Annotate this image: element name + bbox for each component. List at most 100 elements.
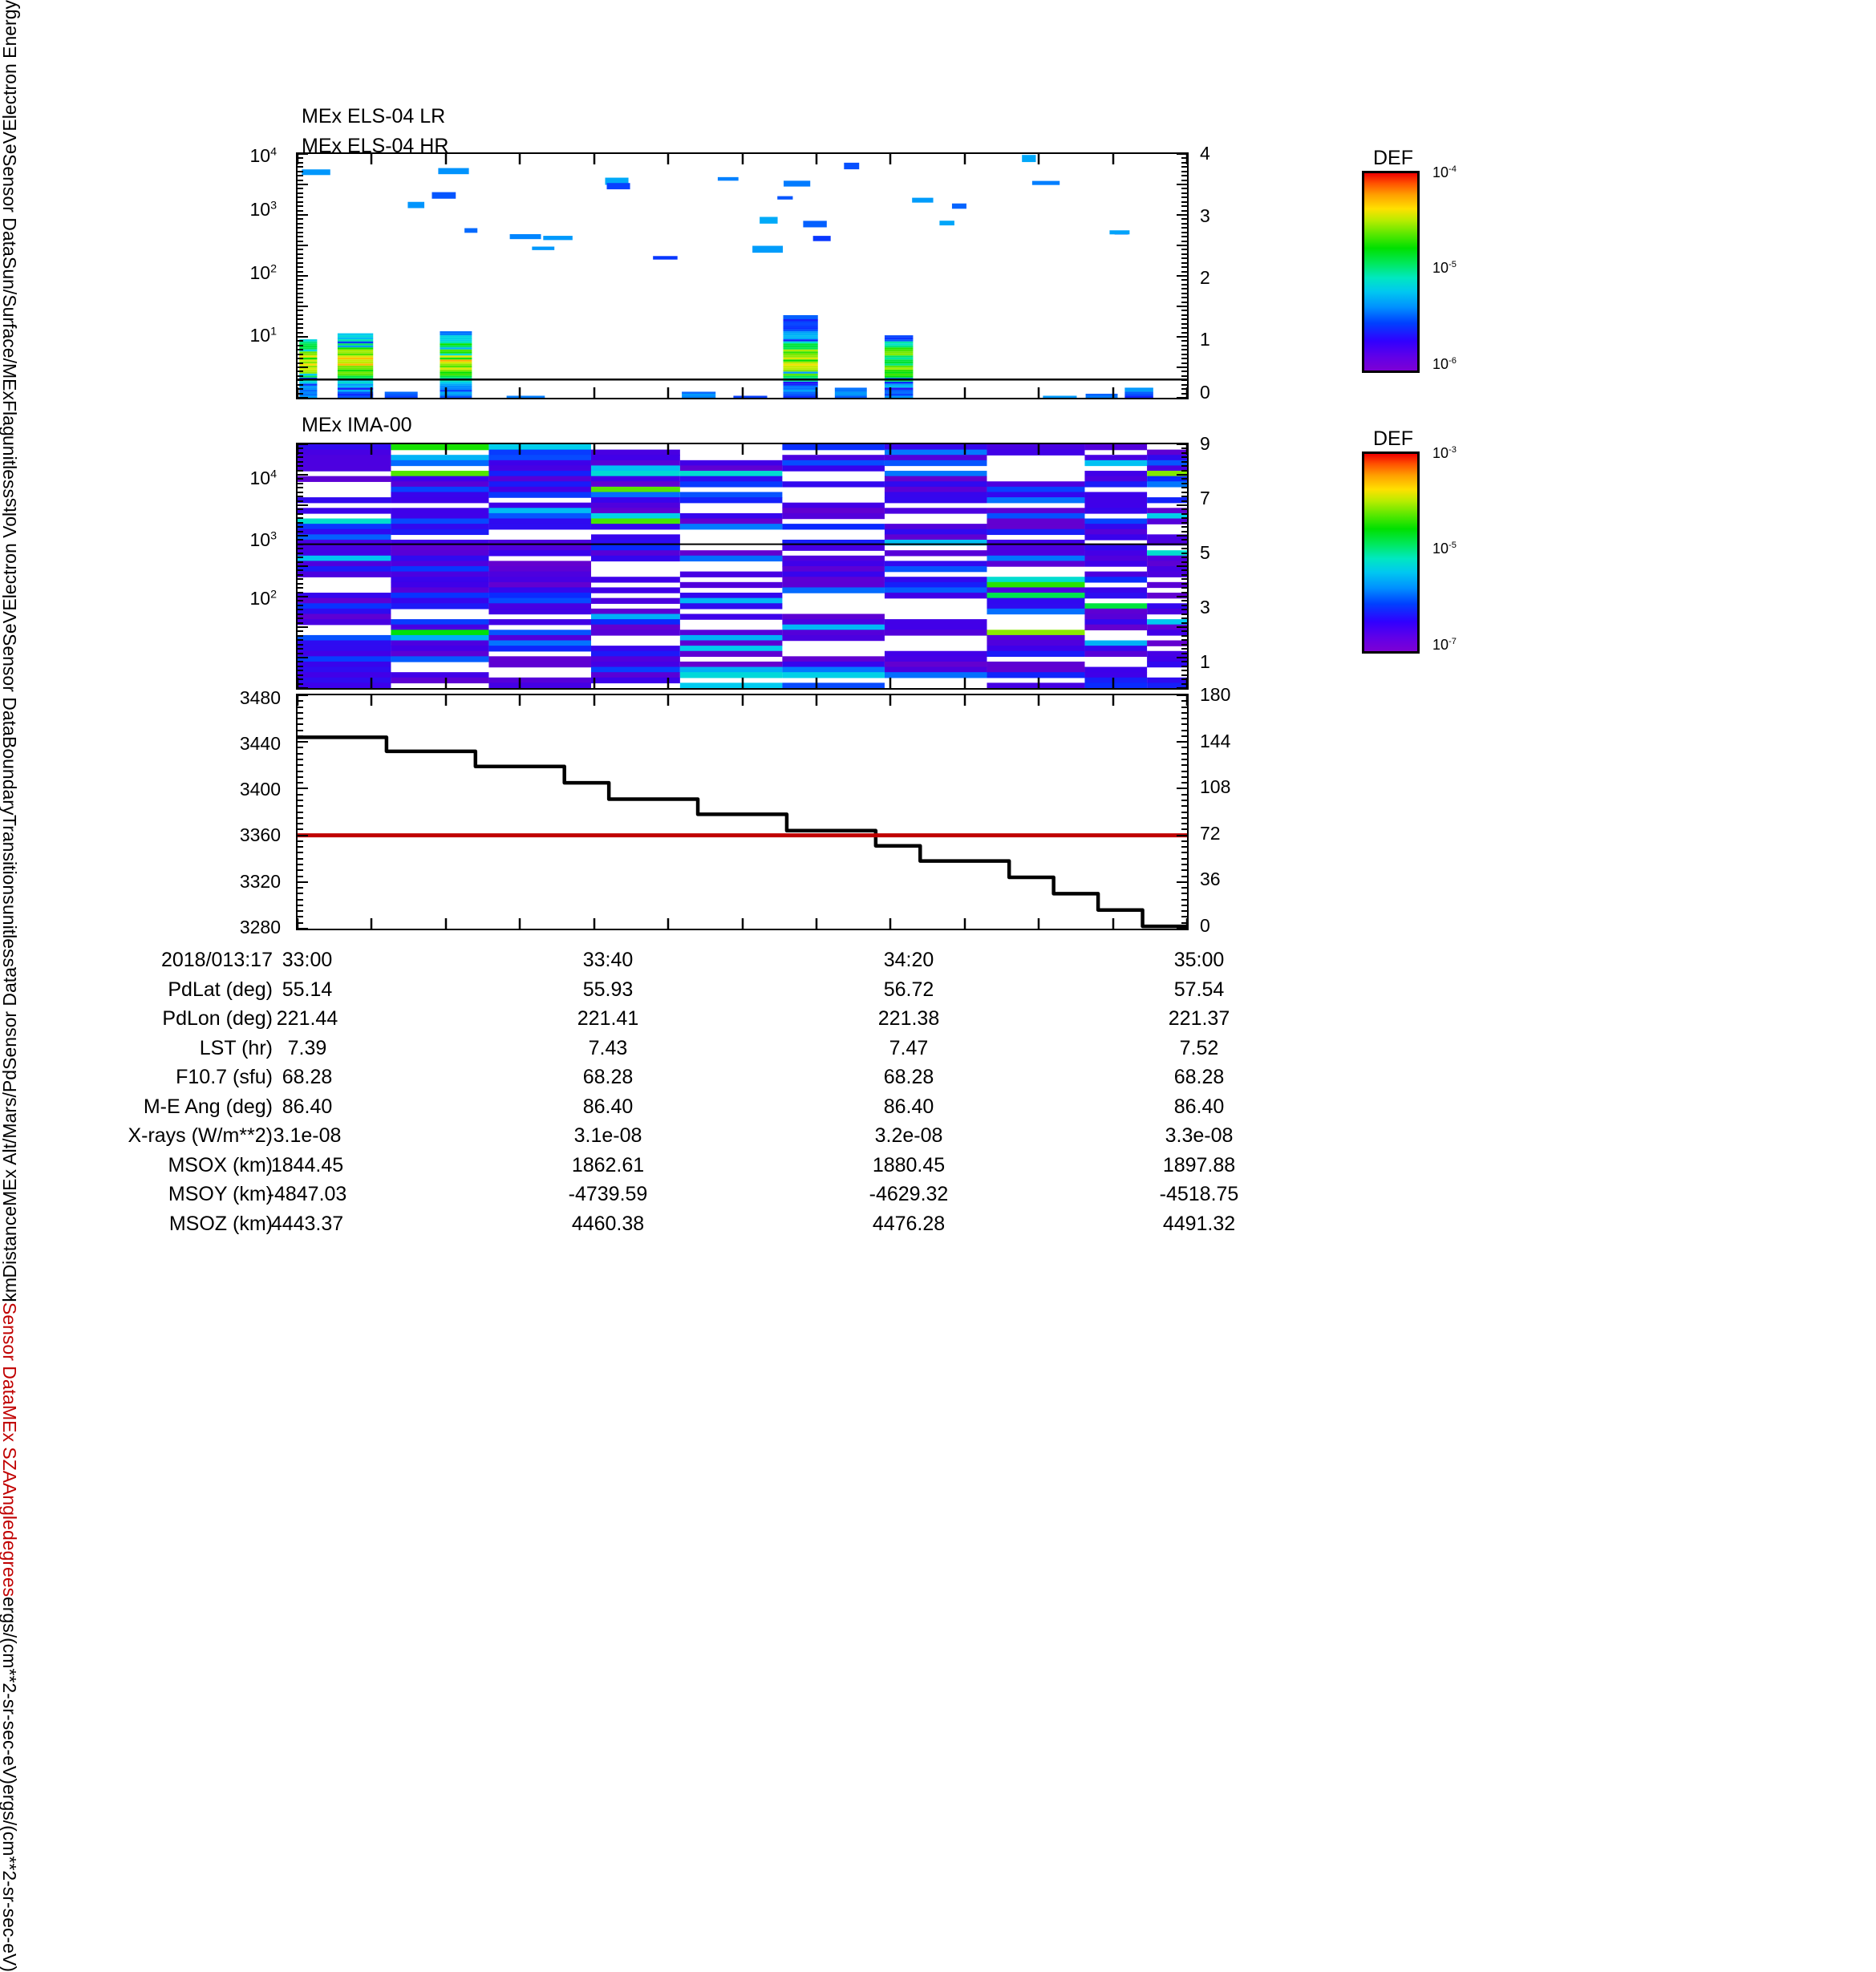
panel1-yunits-text: eV bbox=[0, 131, 20, 154]
panel3-rtick-36: 36 bbox=[1200, 869, 1221, 889]
panel2-rtick-3: 3 bbox=[1200, 597, 1210, 618]
panel1-rtick-1: 1 bbox=[1200, 329, 1210, 350]
table-cell: 221.44 bbox=[276, 1007, 338, 1030]
table-cell: -4847.03 bbox=[267, 1183, 347, 1205]
panel1-title-lr: MEx ELS-04 LR bbox=[302, 105, 446, 128]
panel3-right-label-3: Angle bbox=[0, 1483, 21, 1530]
panel1-ytick-1e3: 103 bbox=[249, 199, 277, 220]
table-cell: 1897.88 bbox=[1162, 1153, 1236, 1176]
table-row-label: 2018/013:17 bbox=[160, 949, 273, 971]
panel3-left-label-2: MEx Alt/Mars/Pd bbox=[0, 1069, 20, 1206]
colorbar1 bbox=[1362, 171, 1420, 373]
table-cell: 7.47 bbox=[889, 1036, 929, 1059]
table-cell: 33:40 bbox=[582, 949, 634, 971]
colorbar2-label-mid: 10-5 bbox=[1432, 541, 1457, 557]
panel2-right-label-1: Sensor Data bbox=[0, 634, 21, 736]
panel1-rtick-4: 4 bbox=[1200, 143, 1210, 164]
table-row-label: F10.7 (sfu) bbox=[176, 1066, 273, 1088]
table-cell: 3.3e-08 bbox=[1165, 1124, 1234, 1147]
table-row-label: MSOX (km) bbox=[168, 1153, 273, 1176]
table-cell: 86.40 bbox=[582, 1095, 634, 1118]
panel3-ytick-3480: 3480 bbox=[239, 687, 281, 708]
panel3-right-label-1: Sensor Data bbox=[0, 1302, 21, 1405]
panel1-rtick-0: 0 bbox=[1200, 382, 1210, 403]
colorbar1-label-bottom: 10-6 bbox=[1432, 356, 1457, 372]
table-cell: -4518.75 bbox=[1159, 1183, 1239, 1205]
colorbar1-label-top: 10-4 bbox=[1432, 164, 1457, 180]
panel2-ytick-1e3: 103 bbox=[249, 529, 277, 550]
table-cell: 55.14 bbox=[282, 978, 333, 1001]
ima-spectrogram-plot bbox=[298, 444, 1187, 688]
panel1-ytick-1e1: 101 bbox=[249, 325, 277, 346]
table-cell: 7.52 bbox=[1179, 1036, 1219, 1059]
table-row-label: X-rays (W/m**2) bbox=[128, 1124, 273, 1147]
table-cell: 221.38 bbox=[877, 1007, 940, 1030]
table-row-label: M-E Ang (deg) bbox=[143, 1095, 273, 1118]
table-cell: -4739.59 bbox=[568, 1183, 648, 1205]
table-cell: 35:00 bbox=[1173, 949, 1225, 971]
panel-els-spectrogram[interactable] bbox=[296, 152, 1189, 399]
panel3-rtick-144: 144 bbox=[1200, 731, 1231, 751]
panel3-right-label-2: MEx SZA bbox=[0, 1404, 21, 1484]
panel2-rtick-1: 1 bbox=[1200, 651, 1210, 672]
table-row-label: PdLat (deg) bbox=[168, 978, 273, 1001]
table-cell: 68.28 bbox=[883, 1066, 934, 1088]
panel1-ylabel: Electron Energy bbox=[0, 0, 20, 132]
panel2-ylabel: Electron Volts bbox=[0, 498, 20, 611]
colorbar2-title: DEF bbox=[1373, 427, 1413, 450]
panel3-rtick-180: 180 bbox=[1200, 684, 1231, 705]
panel3-ytick-3440: 3440 bbox=[239, 733, 281, 754]
table-row-label: PdLon (deg) bbox=[162, 1007, 273, 1030]
colorbar2-label-top: 10-3 bbox=[1432, 445, 1457, 461]
panel2-yunits: eV bbox=[0, 610, 20, 634]
table-cell: 4491.32 bbox=[1162, 1212, 1236, 1235]
panel3-rtick-72: 72 bbox=[1200, 823, 1221, 844]
table-cell: 221.41 bbox=[577, 1007, 639, 1030]
table-cell: 3.1e-08 bbox=[273, 1124, 342, 1147]
table-row-label: MSOY (km) bbox=[168, 1183, 273, 1205]
panel3-left-label-3: Distance bbox=[0, 1205, 20, 1278]
table-cell: 57.54 bbox=[1173, 978, 1225, 1001]
table-cell: -4629.32 bbox=[869, 1183, 949, 1205]
panel3-ytick-3280: 3280 bbox=[239, 917, 281, 937]
panel3-rtick-0: 0 bbox=[1200, 915, 1210, 936]
table-cell: 68.28 bbox=[582, 1066, 634, 1088]
panel1-ylabel-text: Electron Energy bbox=[0, 0, 20, 132]
table-cell: 86.40 bbox=[883, 1095, 934, 1118]
panel2-rtick-9: 9 bbox=[1200, 433, 1210, 454]
colorbar2 bbox=[1362, 451, 1420, 654]
panel1-right-label-2: Sun/Surface/MEx bbox=[0, 256, 21, 400]
table-cell: 4476.28 bbox=[872, 1212, 946, 1235]
panel3-ytick-3360: 3360 bbox=[239, 824, 281, 845]
panel3-ytick-3400: 3400 bbox=[239, 779, 281, 800]
table-cell: 221.37 bbox=[1168, 1007, 1230, 1030]
panel2-ytick-1e2: 102 bbox=[249, 588, 277, 609]
table-cell: 3.1e-08 bbox=[573, 1124, 642, 1147]
panel2-ytick-1e4: 104 bbox=[249, 468, 277, 488]
table-cell: 56.72 bbox=[883, 978, 934, 1001]
panel1-rtick-2: 2 bbox=[1200, 267, 1210, 288]
table-row-label: LST (hr) bbox=[199, 1036, 273, 1059]
panel3-left-label-4: km bbox=[0, 1278, 20, 1303]
els-spectrogram-plot bbox=[298, 154, 1187, 398]
panel1-right-label-3: Flag bbox=[0, 399, 21, 436]
panel3-right-label-4: degrees bbox=[0, 1529, 21, 1597]
panel3-ytick-3320: 3320 bbox=[239, 871, 281, 892]
table-cell: 68.28 bbox=[282, 1066, 333, 1088]
table-cell: 4460.38 bbox=[571, 1212, 645, 1235]
table-cell: 1862.61 bbox=[571, 1153, 645, 1176]
table-cell: 86.40 bbox=[1173, 1095, 1225, 1118]
panel1-right-label-4: unitless bbox=[0, 435, 21, 499]
altitude-line bbox=[298, 735, 1187, 929]
panel1-rtick-3: 3 bbox=[1200, 205, 1210, 226]
colorbar1-units: ergs/(cm**2-sr-sec-eV) bbox=[0, 1597, 21, 1784]
panel-ima-spectrogram[interactable] bbox=[296, 443, 1189, 690]
table-cell: 34:20 bbox=[883, 949, 934, 971]
panel-altitude-sza[interactable] bbox=[296, 694, 1189, 930]
panel2-title: MEx IMA-00 bbox=[302, 414, 412, 436]
panel2-right-label-4: unitless bbox=[0, 905, 21, 968]
colorbar2-units: ergs/(cm**2-sr-sec-eV) bbox=[0, 1784, 21, 1972]
table-cell: 1880.45 bbox=[872, 1153, 946, 1176]
table-cell: 1844.45 bbox=[270, 1153, 344, 1176]
colorbar1-title: DEF bbox=[1373, 147, 1413, 169]
